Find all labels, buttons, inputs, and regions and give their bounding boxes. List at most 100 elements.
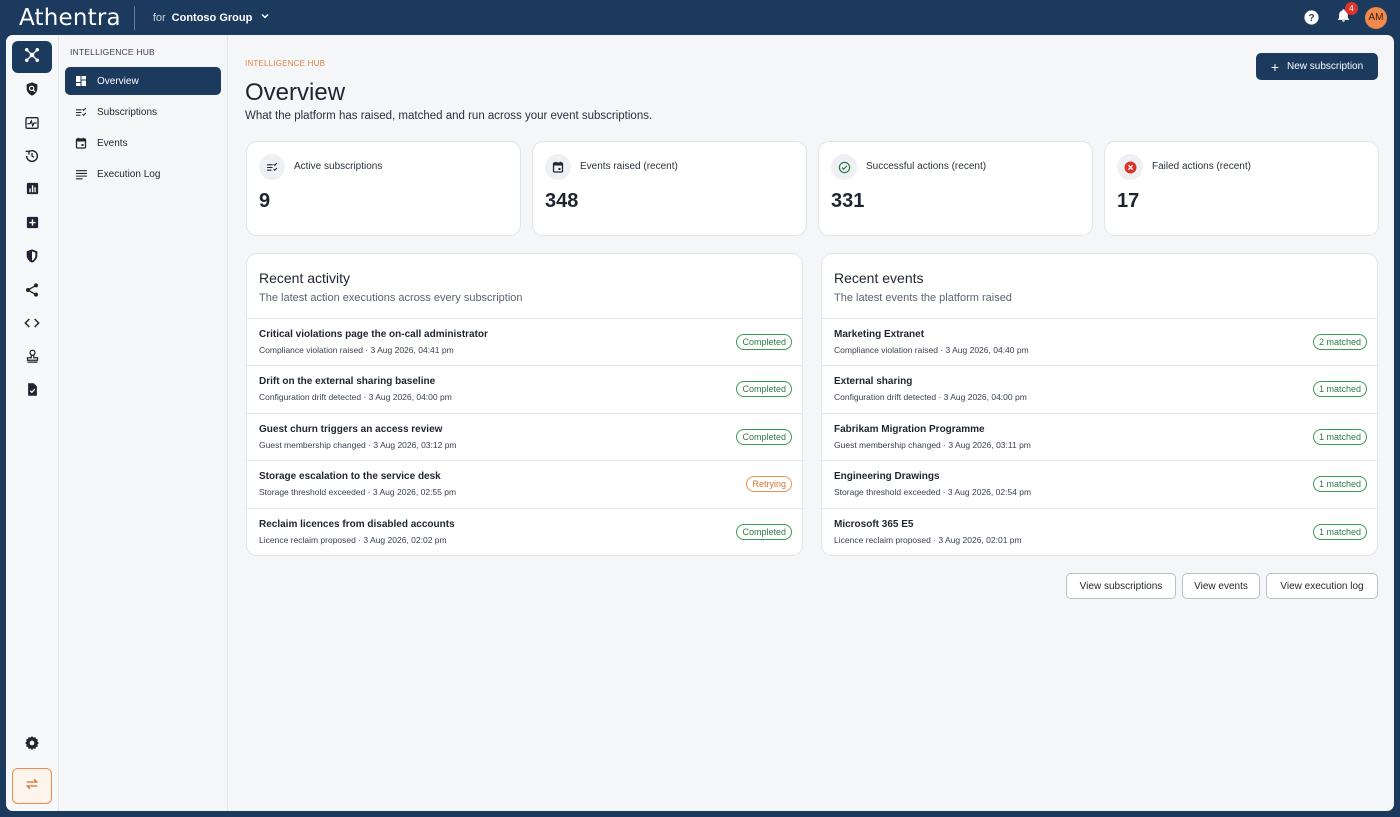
- section-nav: INTELLIGENCE HUB Overview Subscriptions …: [59, 35, 228, 811]
- table-row[interactable]: Critical violations page the on-call adm…: [247, 318, 802, 365]
- match-badge: 2 matched: [1312, 334, 1367, 350]
- row-title: Storage escalation to the service desk: [259, 471, 441, 482]
- match-badge: 1 matched: [1312, 429, 1367, 445]
- table-row[interactable]: External sharing Configuration drift det…: [822, 365, 1377, 412]
- rail-security[interactable]: [12, 242, 52, 274]
- row-title: External sharing: [834, 376, 913, 387]
- rail-settings[interactable]: [12, 729, 52, 761]
- table-row[interactable]: Fabrikam Migration Programme Guest membe…: [822, 413, 1377, 460]
- row-title: Guest churn triggers an access review: [259, 424, 443, 435]
- rail-activity[interactable]: [12, 109, 52, 141]
- row-title: Marketing Extranet: [834, 329, 925, 340]
- stat-value: 17: [1117, 190, 1140, 212]
- avatar[interactable]: AM: [1365, 6, 1387, 29]
- breadcrumb: INTELLIGENCE HUB: [245, 59, 326, 68]
- row-title: Drift on the external sharing baseline: [259, 376, 436, 387]
- rail-switch[interactable]: [12, 768, 52, 804]
- rail-chart[interactable]: [12, 175, 52, 207]
- checklist-icon: [259, 154, 285, 180]
- top-bar: Athentra for Contoso Group ? 4 AM: [0, 0, 1400, 35]
- stat-card-successful-actions: Successful actions (recent) 331: [818, 141, 1093, 236]
- row-meta: Storage threshold exceeded · 3 Aug 2026,…: [834, 487, 1032, 497]
- table-row[interactable]: Drift on the external sharing baseline C…: [247, 365, 802, 412]
- stat-card-events-raised: Events raised (recent) 348: [532, 141, 807, 236]
- notification-badge: 4: [1345, 1, 1358, 15]
- error-circle-icon: [1117, 154, 1143, 180]
- view-events-button[interactable]: View events: [1182, 573, 1260, 599]
- row-meta: Guest membership changed · 3 Aug 2026, 0…: [259, 440, 457, 450]
- stamp-icon: [25, 349, 40, 369]
- rail-history[interactable]: [12, 142, 52, 174]
- nav-events[interactable]: Events: [65, 129, 221, 157]
- rail-task[interactable]: [12, 376, 52, 408]
- tenant-name: Contoso Group: [171, 11, 253, 24]
- stat-value: 348: [545, 190, 579, 212]
- table-row[interactable]: Engineering Drawings Storage threshold e…: [822, 460, 1377, 507]
- icon-rail: [6, 35, 59, 811]
- stat-label: Failed actions (recent): [1152, 161, 1251, 172]
- row-meta: Storage threshold exceeded · 3 Aug 2026,…: [259, 487, 457, 497]
- stat-label: Events raised (recent): [580, 161, 678, 172]
- page-title: Overview: [245, 79, 346, 106]
- section-nav-heading: INTELLIGENCE HUB: [70, 47, 155, 57]
- tenant-switcher[interactable]: for Contoso Group: [153, 11, 271, 24]
- stat-card-active-subscriptions: Active subscriptions 9: [246, 141, 521, 236]
- chevron-down-icon: [260, 11, 270, 24]
- rail-hub[interactable]: [12, 41, 52, 73]
- help-icon[interactable]: ?: [1299, 6, 1323, 30]
- row-meta: Licence reclaim proposed · 3 Aug 2026, 0…: [259, 535, 447, 545]
- rail-stamp[interactable]: [12, 343, 52, 375]
- status-badge: Completed: [736, 524, 792, 540]
- stat-value: 331: [831, 190, 865, 212]
- table-row[interactable]: Marketing Extranet Compliance violation …: [822, 318, 1377, 365]
- notifications-button[interactable]: 4: [1331, 1, 1358, 30]
- view-subscriptions-button[interactable]: View subscriptions: [1066, 573, 1176, 599]
- table-row[interactable]: Reclaim licences from disabled accounts …: [247, 508, 802, 555]
- task-icon: [25, 382, 40, 402]
- rail-code[interactable]: [12, 309, 52, 341]
- match-badge: 1 matched: [1312, 381, 1367, 397]
- row-meta: Guest membership changed · 3 Aug 2026, 0…: [834, 440, 1031, 450]
- row-meta: Configuration drift detected · 3 Aug 202…: [259, 392, 452, 402]
- table-row[interactable]: Microsoft 365 E5 Licence reclaim propose…: [822, 508, 1377, 555]
- app-logo[interactable]: Athentra: [19, 4, 121, 31]
- row-title: Microsoft 365 E5: [834, 519, 914, 530]
- stat-label: Active subscriptions: [294, 161, 383, 172]
- nav-subscriptions[interactable]: Subscriptions: [65, 98, 221, 126]
- top-bar-divider: [133, 5, 135, 30]
- hub-icon: [23, 46, 41, 69]
- stat-value: 9: [259, 190, 271, 212]
- stat-label: Successful actions (recent): [866, 161, 987, 172]
- log-icon: [65, 168, 97, 181]
- match-badge: 1 matched: [1312, 476, 1367, 492]
- dashboard-icon: [65, 75, 97, 87]
- match-badge: 1 matched: [1312, 524, 1367, 540]
- search-shield-icon: [24, 81, 40, 102]
- calendar-icon: [545, 154, 571, 180]
- row-meta: Compliance violation raised · 3 Aug 2026…: [834, 345, 1029, 355]
- activity-icon: [24, 115, 40, 136]
- svg-text:?: ?: [1308, 13, 1314, 24]
- checklist-icon: [65, 106, 97, 119]
- new-subscription-label: New subscription: [1287, 61, 1364, 72]
- panel-title: Recent activity: [259, 270, 351, 286]
- stat-card-failed-actions: Failed actions (recent) 17: [1104, 141, 1379, 236]
- rail-search-shield[interactable]: [12, 75, 52, 107]
- app-frame: INTELLIGENCE HUB Overview Subscriptions …: [6, 35, 1394, 811]
- rail-add[interactable]: [12, 209, 52, 241]
- rail-share[interactable]: [12, 276, 52, 308]
- view-execution-log-button[interactable]: View execution log: [1266, 573, 1378, 599]
- row-meta: Configuration drift detected · 3 Aug 202…: [834, 392, 1027, 402]
- nav-execution-log[interactable]: Execution Log: [65, 160, 221, 188]
- plus-icon: +: [1270, 58, 1280, 75]
- status-badge: Completed: [736, 429, 792, 445]
- table-row[interactable]: Storage escalation to the service desk S…: [247, 460, 802, 507]
- new-subscription-button[interactable]: + New subscription: [1256, 53, 1378, 80]
- swap-icon: [24, 776, 40, 797]
- settings-icon: [24, 735, 40, 756]
- row-title: Reclaim licences from disabled accounts: [259, 519, 455, 530]
- table-row[interactable]: Guest churn triggers an access review Gu…: [247, 413, 802, 460]
- nav-overview[interactable]: Overview: [65, 67, 221, 95]
- tenant-prefix: for: [152, 11, 166, 24]
- nav-overview-label: Overview: [97, 75, 139, 87]
